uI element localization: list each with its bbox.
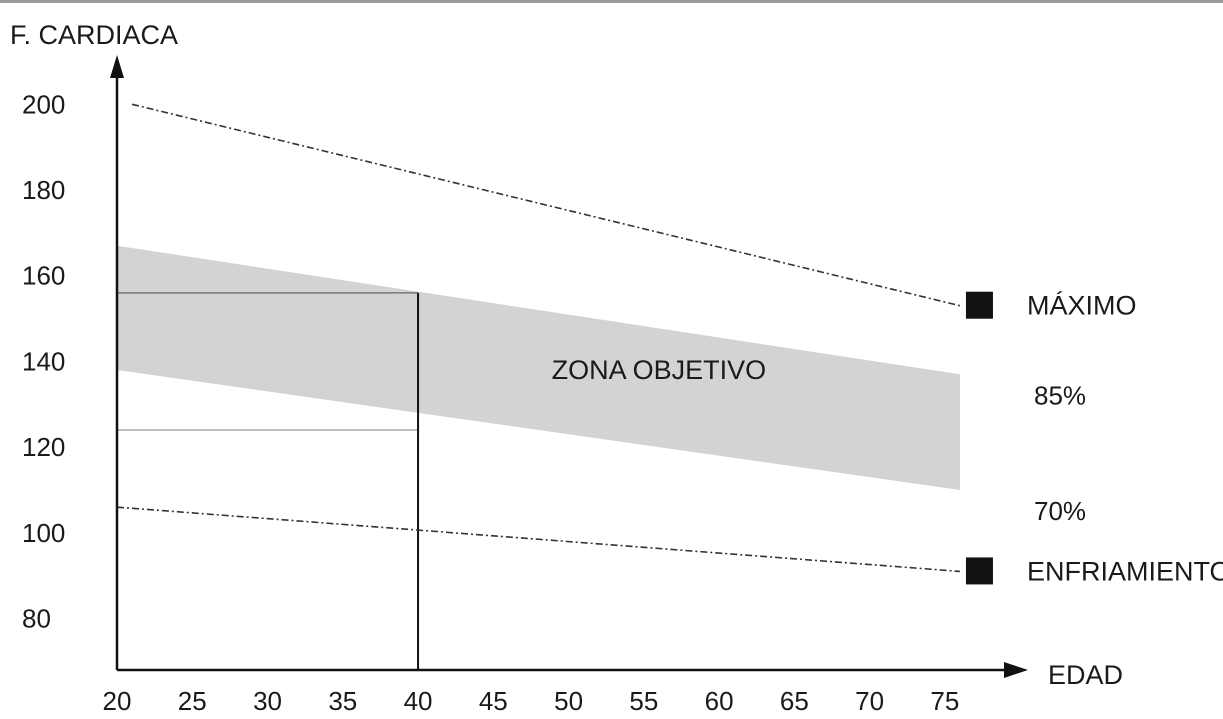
y-tick-labels: 80 100 120 140 160 180 200: [22, 89, 65, 633]
y-tick-label: 120: [22, 432, 65, 462]
series-line-enfriamiento: [116, 506, 961, 573]
zone-label: ZONA OBJETIVO: [552, 355, 767, 385]
x-axis-arrow: [1004, 662, 1028, 678]
target-zone-band: [117, 245, 960, 490]
x-tick-label: 45: [479, 686, 508, 716]
y-tick-label: 80: [22, 604, 51, 634]
x-tick-labels: 20 25 30 35 40 45 50 55 60 65 70 75: [103, 686, 960, 716]
x-tick-label: 75: [930, 686, 959, 716]
series-label-maximo: MÁXIMO: [1027, 291, 1137, 321]
y-axis-arrow: [110, 55, 124, 78]
y-tick-label: 180: [22, 175, 65, 205]
series-line-maximo: [131, 103, 961, 307]
x-axis-title: EDAD: [1048, 660, 1123, 690]
x-tick-label: 25: [178, 686, 207, 716]
y-tick-label: 200: [22, 89, 65, 119]
maximo-marker: [965, 291, 993, 319]
enfriamiento-marker: [965, 557, 993, 585]
series-label-85: 85%: [1034, 380, 1086, 410]
x-tick-label: 60: [705, 686, 734, 716]
y-tick-label: 140: [22, 346, 65, 376]
x-tick-label: 35: [328, 686, 357, 716]
x-tick-label: 40: [404, 686, 433, 716]
y-tick-label: 160: [22, 261, 65, 291]
x-tick-label: 30: [253, 686, 282, 716]
series-label-enfriamiento: ENFRIAMIENTO: [1027, 556, 1223, 586]
x-tick-label: 20: [103, 686, 132, 716]
x-tick-label: 50: [554, 686, 583, 716]
x-tick-label: 55: [629, 686, 658, 716]
x-tick-label: 65: [780, 686, 809, 716]
y-axis-title: F. CARDIACA: [10, 20, 178, 50]
x-tick-label: 70: [855, 686, 884, 716]
y-tick-label: 100: [22, 518, 65, 548]
series-label-70: 70%: [1034, 496, 1086, 526]
